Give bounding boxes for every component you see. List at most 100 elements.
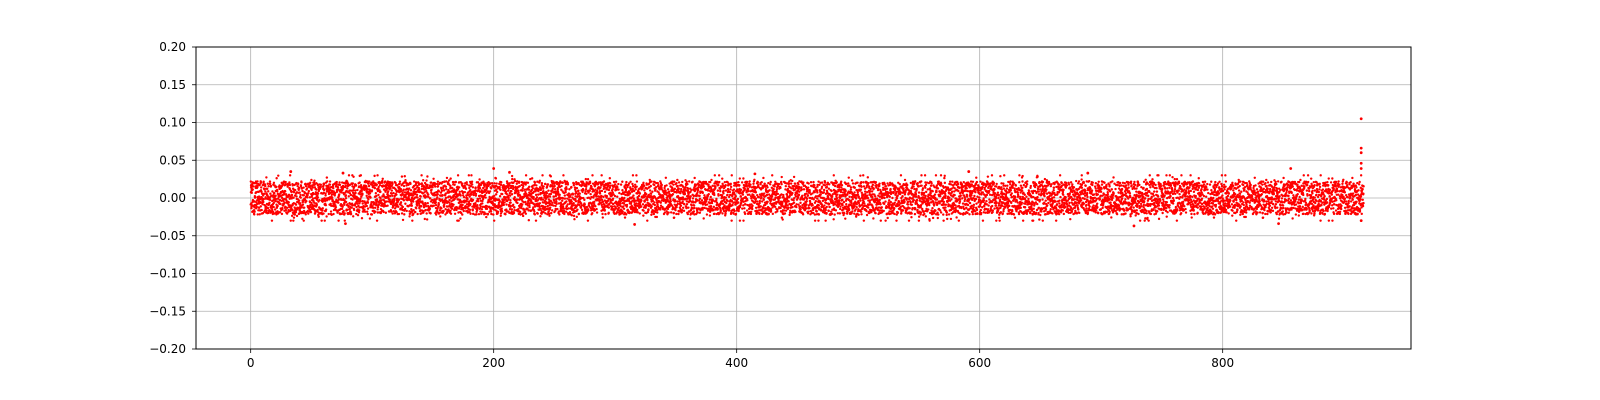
data-point	[544, 194, 548, 197]
data-point	[793, 196, 796, 200]
data-point	[545, 192, 549, 195]
data-point	[828, 205, 831, 209]
data-point	[411, 219, 414, 222]
data-point	[292, 216, 296, 219]
data-point	[449, 177, 452, 180]
data-point	[328, 180, 332, 183]
data-point	[310, 201, 313, 205]
data-point	[631, 174, 635, 177]
data-point	[351, 182, 355, 185]
data-point	[771, 174, 774, 177]
data-point	[437, 190, 441, 193]
data-point	[602, 180, 606, 183]
data-point	[295, 195, 298, 198]
data-point	[340, 191, 343, 194]
data-point	[356, 202, 359, 205]
data-point	[544, 182, 547, 186]
data-point	[436, 196, 439, 199]
data-point	[631, 182, 634, 186]
data-points	[249, 117, 1365, 228]
data-point	[354, 191, 357, 195]
data-point	[428, 207, 432, 211]
data-point	[345, 180, 349, 183]
data-point	[673, 180, 676, 183]
data-point	[464, 187, 468, 190]
data-point	[570, 214, 574, 217]
data-point	[854, 197, 858, 200]
data-point	[657, 183, 660, 187]
data-point	[646, 198, 649, 202]
data-point	[823, 184, 827, 187]
data-point	[814, 195, 818, 198]
data-point	[717, 183, 720, 187]
data-point	[585, 184, 588, 187]
data-point	[547, 189, 550, 192]
data-point	[358, 181, 361, 184]
data-point	[328, 183, 332, 186]
data-point	[393, 197, 396, 200]
data-point	[607, 206, 611, 209]
data-point	[351, 198, 354, 201]
data-point	[353, 193, 356, 197]
data-point	[297, 186, 301, 190]
data-point	[316, 192, 320, 195]
data-point	[349, 193, 353, 197]
data-point	[739, 195, 742, 198]
data-point	[825, 202, 828, 205]
data-point	[595, 211, 599, 214]
data-point	[666, 188, 670, 191]
data-point	[275, 185, 278, 189]
data-point	[268, 180, 272, 183]
data-point	[265, 209, 268, 212]
data-point	[817, 219, 820, 222]
data-point	[368, 217, 372, 220]
data-point	[320, 219, 323, 222]
data-point	[550, 209, 554, 212]
data-point	[572, 182, 576, 185]
data-point	[477, 212, 481, 216]
data-point	[374, 210, 377, 213]
data-point	[612, 180, 616, 184]
data-point	[401, 205, 404, 209]
data-point	[319, 185, 322, 189]
data-point	[542, 185, 545, 188]
data-point	[585, 205, 589, 209]
data-point	[558, 213, 561, 216]
data-point	[290, 190, 293, 194]
data-point	[712, 209, 715, 212]
data-point	[856, 181, 859, 184]
data-point	[268, 201, 271, 204]
data-point	[608, 184, 612, 188]
data-point	[539, 215, 542, 218]
data-point	[274, 197, 278, 201]
data-point	[685, 180, 688, 184]
data-point	[429, 212, 432, 215]
data-point	[736, 197, 740, 201]
data-point	[316, 208, 319, 212]
data-point	[278, 211, 282, 214]
data-point	[791, 179, 794, 183]
data-point	[575, 215, 579, 219]
data-point	[417, 183, 421, 186]
data-point	[801, 213, 805, 216]
data-point	[513, 206, 516, 209]
data-point	[435, 182, 439, 186]
data-point	[759, 183, 762, 186]
data-point	[321, 197, 324, 201]
data-point	[307, 212, 310, 215]
data-point	[305, 199, 308, 203]
data-point	[787, 206, 790, 209]
data-point	[818, 183, 821, 186]
data-point	[363, 208, 366, 211]
data-point	[504, 190, 508, 193]
data-point	[258, 183, 261, 187]
data-point	[653, 201, 656, 204]
data-point	[623, 216, 627, 219]
data-point	[402, 188, 405, 191]
data-point	[373, 201, 376, 204]
data-point	[510, 208, 514, 211]
data-point	[409, 189, 413, 192]
data-point	[625, 180, 628, 184]
data-point	[743, 187, 747, 191]
